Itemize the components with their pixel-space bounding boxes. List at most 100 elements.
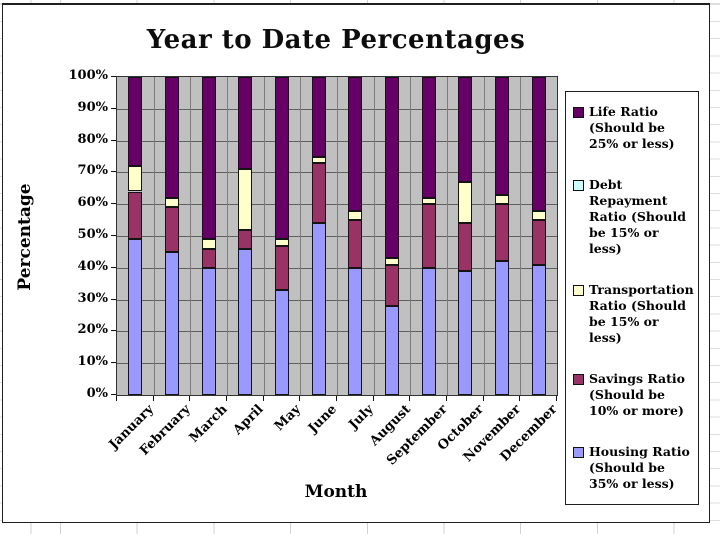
bar-segment xyxy=(495,204,509,262)
bar-segment xyxy=(201,267,216,395)
y-axis-tick xyxy=(111,76,116,77)
major-gridline-vertical xyxy=(410,77,412,395)
y-axis-tick xyxy=(111,107,116,109)
bar-segment xyxy=(531,264,546,395)
bar-segment xyxy=(458,77,473,182)
bar-segment xyxy=(311,156,326,163)
x-axis-tick xyxy=(372,396,374,401)
y-axis-title: Percentage xyxy=(15,183,35,291)
bar-segment xyxy=(531,77,546,211)
y-axis-tick-label: 30% xyxy=(77,290,108,306)
y-axis-tick-label: 20% xyxy=(77,322,108,338)
legend-item-debt-repayment-ratio: Debt Repayment Ratio (Should be 15% or l… xyxy=(573,177,695,257)
y-axis-tick-label: 70% xyxy=(77,163,108,179)
legend-swatch-life-ratio xyxy=(573,107,584,118)
bar-segment xyxy=(165,197,179,208)
x-axis-category-label: June xyxy=(306,402,341,437)
major-gridline-vertical xyxy=(263,77,265,395)
y-axis-tick-label: 90% xyxy=(77,99,108,115)
x-axis-tick xyxy=(116,396,117,401)
x-axis-tick xyxy=(519,396,521,401)
major-gridline-vertical xyxy=(190,77,192,395)
bar-segment xyxy=(128,239,143,395)
bar-segment xyxy=(421,204,436,268)
y-axis-tick xyxy=(111,203,116,205)
bar-segment xyxy=(201,77,216,240)
bar-segment xyxy=(201,248,216,268)
bar-segment xyxy=(348,77,363,211)
x-axis-tick xyxy=(556,396,557,401)
bar-segment xyxy=(238,248,253,395)
y-axis-tick xyxy=(111,330,116,332)
legend-item-transportation-ratio: Transportation Ratio (Should be 15% or l… xyxy=(573,282,695,346)
y-axis-tick xyxy=(111,362,116,364)
bar-segment xyxy=(385,305,399,395)
bar-segment xyxy=(275,239,289,246)
y-axis-tick xyxy=(111,298,116,300)
y-axis-tick xyxy=(111,171,116,173)
bar-segment xyxy=(311,77,326,157)
bar-segment xyxy=(201,239,216,249)
legend-label: Debt Repayment Ratio (Should be 15% or l… xyxy=(589,177,686,256)
bar-segment xyxy=(165,77,179,198)
legend: Life Ratio (Should be 25% or less) Debt R… xyxy=(565,91,699,505)
legend-swatch-debt-repayment-ratio xyxy=(573,180,584,191)
chart-object[interactable]: Year to Date Percentages Percentage 0% 10… xyxy=(2,3,710,523)
major-gridline-vertical xyxy=(153,77,155,395)
major-gridline-vertical xyxy=(227,77,228,395)
bar-segment xyxy=(385,258,399,265)
bar-segment xyxy=(238,77,253,170)
bar-segment xyxy=(128,166,143,192)
bar-segment xyxy=(348,210,363,221)
bar-segment xyxy=(531,210,546,221)
y-axis-tick xyxy=(111,139,116,141)
legend-item-savings-ratio: Savings Ratio (Should be 10% or more) xyxy=(573,371,695,419)
bar-segment xyxy=(421,197,436,205)
bar-segment xyxy=(458,223,473,271)
x-axis-tick xyxy=(299,396,301,401)
bar-segment xyxy=(128,77,143,167)
y-axis-tick xyxy=(111,235,116,236)
legend-item-life-ratio: Life Ratio (Should be 25% or less) xyxy=(573,104,695,152)
major-gridline-vertical xyxy=(373,77,375,395)
bar-segment xyxy=(385,264,399,306)
legend-swatch-transportation-ratio xyxy=(573,285,584,296)
legend-label: Transportation Ratio (Should be 15% or l… xyxy=(589,282,694,345)
major-gridline-vertical xyxy=(337,77,338,395)
plot-area xyxy=(116,76,558,396)
x-axis-title: Month xyxy=(304,482,368,502)
x-axis-category-label: July xyxy=(346,402,377,433)
x-axis-tick xyxy=(409,396,411,401)
bar-segment xyxy=(311,162,326,224)
x-axis-tick xyxy=(152,396,154,401)
x-axis-category-label: May xyxy=(271,402,304,435)
bar-segment xyxy=(421,267,436,395)
bar-segment xyxy=(275,245,289,291)
bar-segment xyxy=(238,169,253,230)
bar-segment xyxy=(165,251,179,395)
bar-segment xyxy=(275,290,289,395)
chart-title: Year to Date Percentages xyxy=(146,25,526,55)
y-axis-tick-label: 10% xyxy=(77,354,108,370)
y-axis-tick xyxy=(111,266,116,268)
x-axis-tick xyxy=(262,396,264,401)
y-axis-tick xyxy=(111,394,116,395)
bar-segment xyxy=(348,220,363,268)
legend-label: Housing Ratio (Should be 35% or less) xyxy=(589,444,690,491)
bar-segment xyxy=(458,181,473,224)
major-gridline-vertical xyxy=(520,77,522,395)
x-axis-category-label: April xyxy=(230,402,267,438)
bar-segment xyxy=(275,77,289,240)
x-axis-tick xyxy=(189,396,191,401)
x-axis-tick xyxy=(482,396,484,401)
y-axis-tick-label: 100% xyxy=(68,68,109,83)
legend-swatch-housing-ratio xyxy=(573,447,584,458)
legend-swatch-savings-ratio xyxy=(573,374,584,385)
major-gridline-vertical xyxy=(483,77,485,395)
legend-item-housing-ratio: Housing Ratio (Should be 35% or less) xyxy=(573,444,695,492)
bar-segment xyxy=(385,77,399,259)
bar-segment xyxy=(495,261,509,395)
bar-segment xyxy=(311,223,326,395)
bar-segment xyxy=(348,267,363,395)
bar-segment xyxy=(128,191,143,240)
